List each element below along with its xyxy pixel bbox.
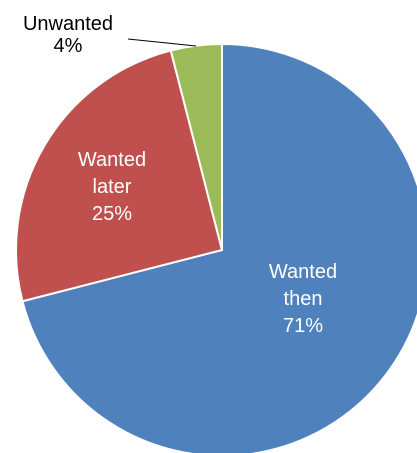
leader-lines-layer [127, 38, 197, 47]
pie-slice-unwanted [169, 43, 223, 251]
leader-line-unwanted [127, 38, 197, 47]
labels-layer: Wanted then 71% Wanted later 25% Unwanted 4% [23, 13, 337, 337]
slice-value-label: 25% [92, 203, 132, 225]
slice-name-line: then [284, 288, 323, 310]
slice-name-line: Wanted [78, 149, 146, 171]
slice-name-line: Unwanted [23, 13, 113, 35]
slice-label-unwanted: Unwanted 4% [23, 13, 113, 57]
slices-layer [15, 43, 417, 453]
pie-slice-wanted-then [21, 43, 417, 453]
pie-slice-wanted-later [15, 49, 223, 303]
slice-value-label: 4% [54, 35, 83, 57]
slice-label-wanted-then: Wanted then 71% [269, 261, 337, 337]
slice-name-line: Wanted [269, 261, 337, 283]
slice-label-wanted-later: Wanted later 25% [78, 149, 146, 225]
slice-name-line: later [93, 176, 132, 198]
slice-value-label: 71% [283, 315, 323, 337]
